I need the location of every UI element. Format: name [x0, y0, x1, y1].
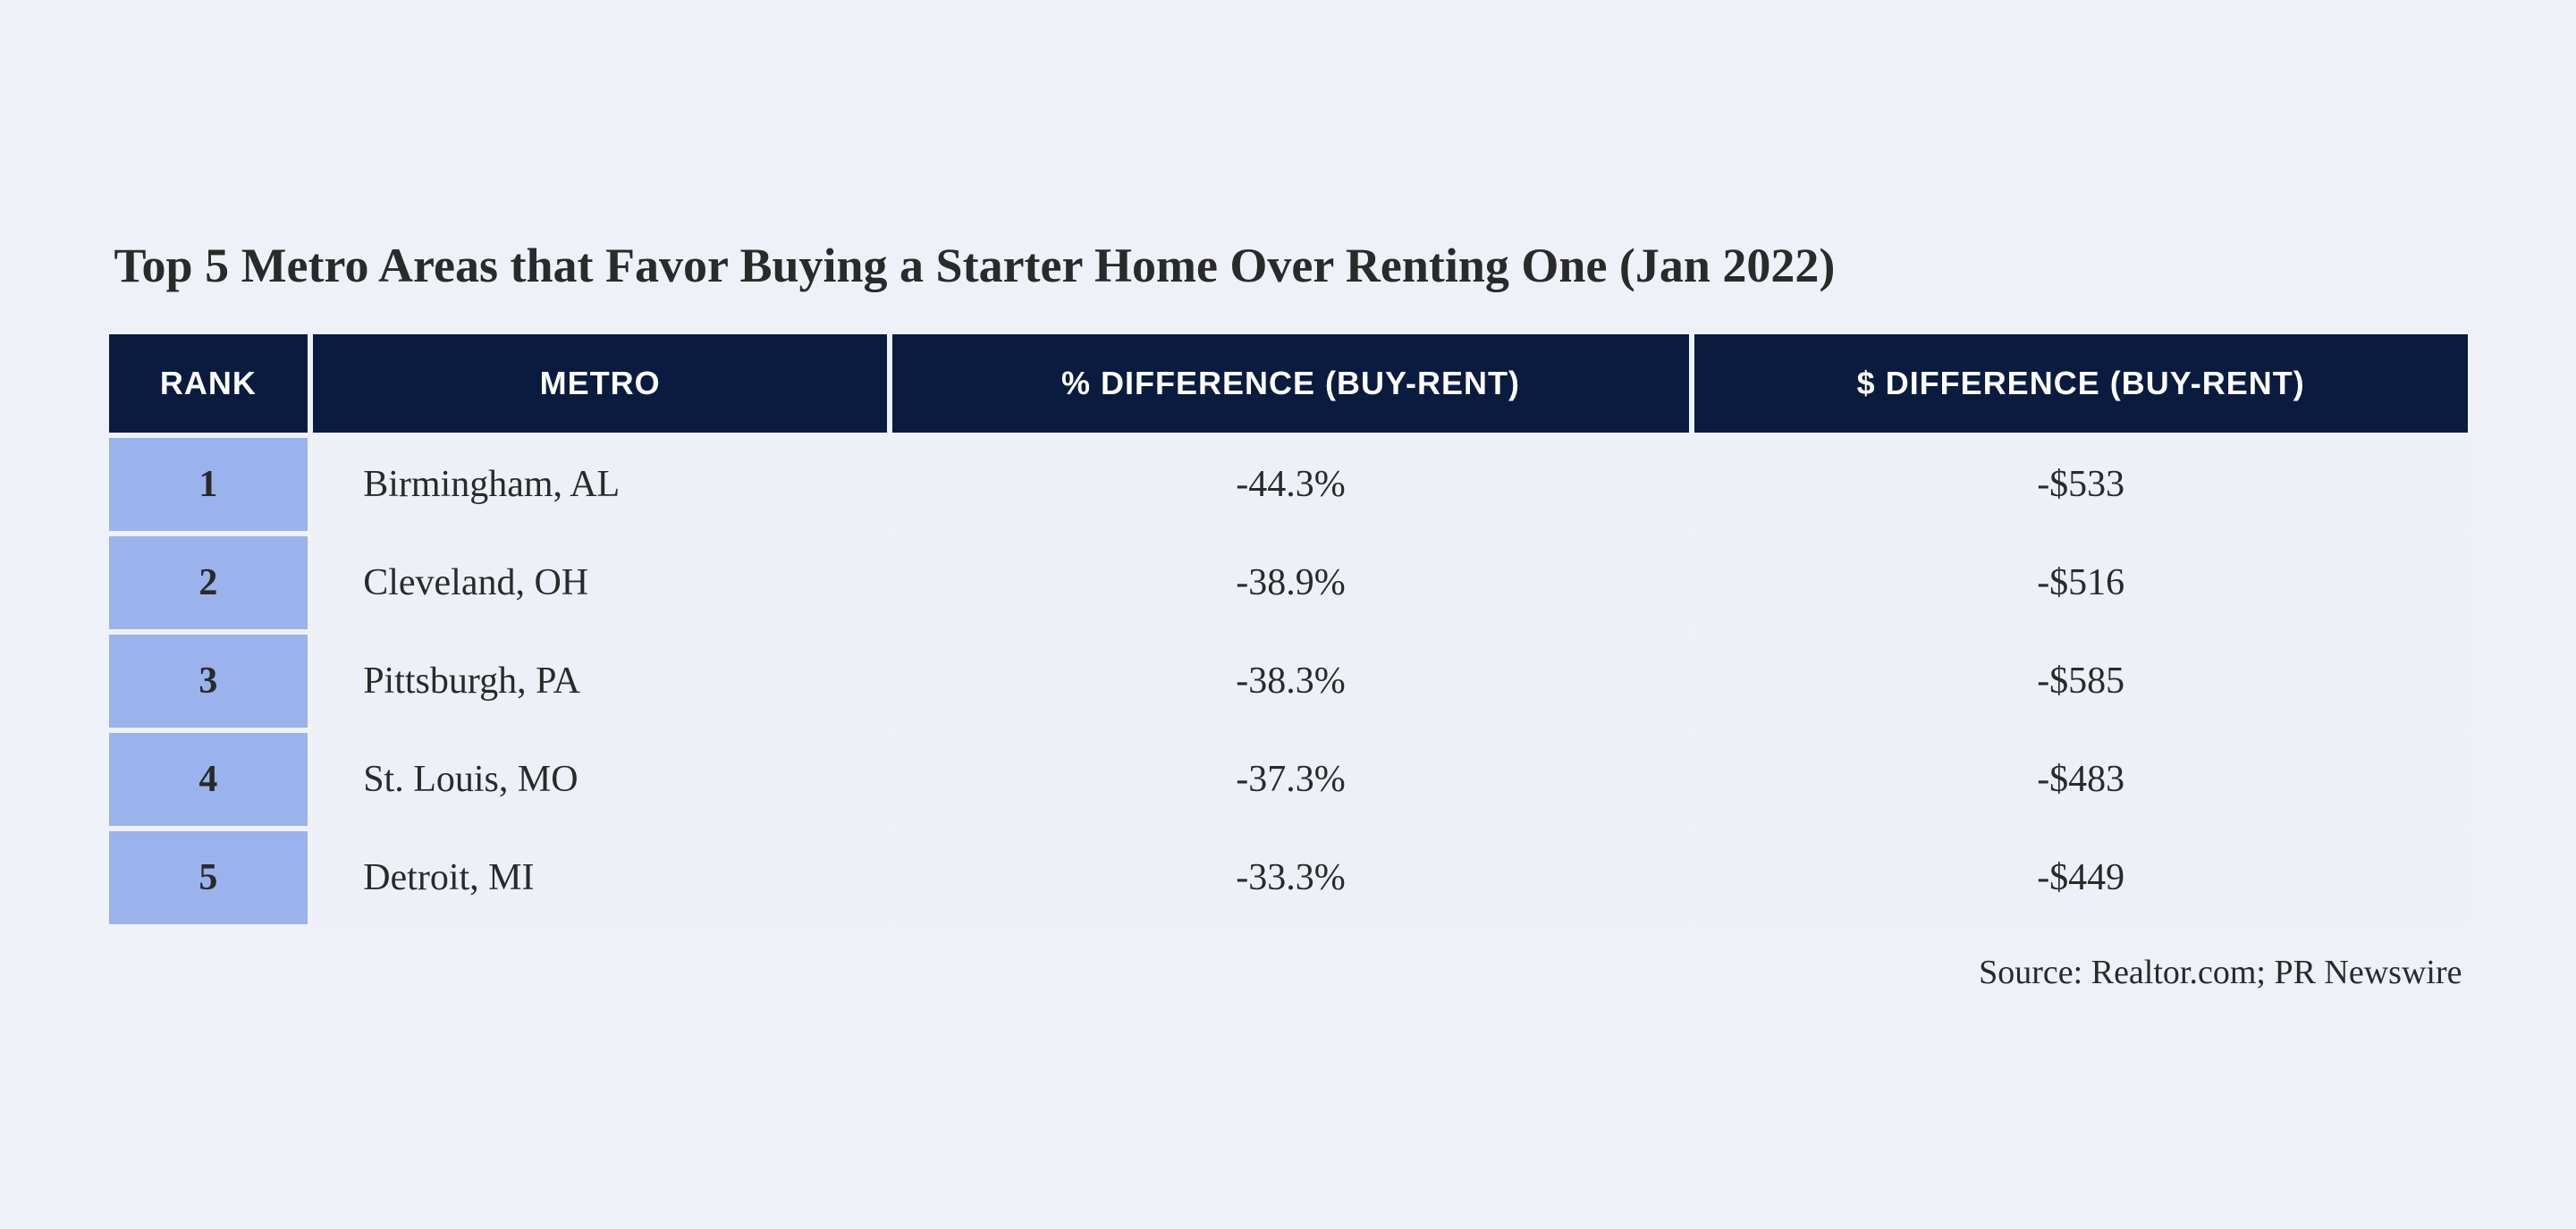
table-row: 3 Pittsburgh, PA -38.3% -$585	[109, 635, 2468, 728]
cell-metro: Birmingham, AL	[313, 438, 887, 531]
cell-dollar: -$516	[1694, 536, 2468, 629]
table-row: 2 Cleveland, OH -38.9% -$516	[109, 536, 2468, 629]
cell-pct: -44.3%	[892, 438, 1689, 531]
cell-metro: Pittsburgh, PA	[313, 635, 887, 728]
cell-rank: 3	[109, 635, 308, 728]
cell-rank: 1	[109, 438, 308, 531]
cell-metro: Cleveland, OH	[313, 536, 887, 629]
metro-table: RANK METRO % DIFFERENCE (BUY-RENT) $ DIF…	[104, 329, 2473, 930]
table-row: 1 Birmingham, AL -44.3% -$533	[109, 438, 2468, 531]
col-header-pct: % DIFFERENCE (BUY-RENT)	[892, 334, 1689, 433]
cell-rank: 5	[109, 831, 308, 924]
cell-dollar: -$585	[1694, 635, 2468, 728]
cell-metro: Detroit, MI	[313, 831, 887, 924]
col-header-metro: METRO	[313, 334, 887, 433]
col-header-rank: RANK	[109, 334, 308, 433]
cell-pct: -38.9%	[892, 536, 1689, 629]
table-container: Top 5 Metro Areas that Favor Buying a St…	[104, 238, 2473, 992]
source-line: Source: Realtor.com; PR Newswire	[104, 953, 2473, 992]
table-row: 4 St. Louis, MO -37.3% -$483	[109, 733, 2468, 826]
cell-pct: -37.3%	[892, 733, 1689, 826]
table-header-row: RANK METRO % DIFFERENCE (BUY-RENT) $ DIF…	[109, 334, 2468, 433]
cell-dollar: -$449	[1694, 831, 2468, 924]
cell-rank: 2	[109, 536, 308, 629]
cell-dollar: -$533	[1694, 438, 2468, 531]
cell-metro: St. Louis, MO	[313, 733, 887, 826]
cell-dollar: -$483	[1694, 733, 2468, 826]
page-title: Top 5 Metro Areas that Favor Buying a St…	[104, 238, 2473, 293]
table-row: 5 Detroit, MI -33.3% -$449	[109, 831, 2468, 924]
col-header-dollar: $ DIFFERENCE (BUY-RENT)	[1694, 334, 2468, 433]
cell-rank: 4	[109, 733, 308, 826]
cell-pct: -33.3%	[892, 831, 1689, 924]
cell-pct: -38.3%	[892, 635, 1689, 728]
